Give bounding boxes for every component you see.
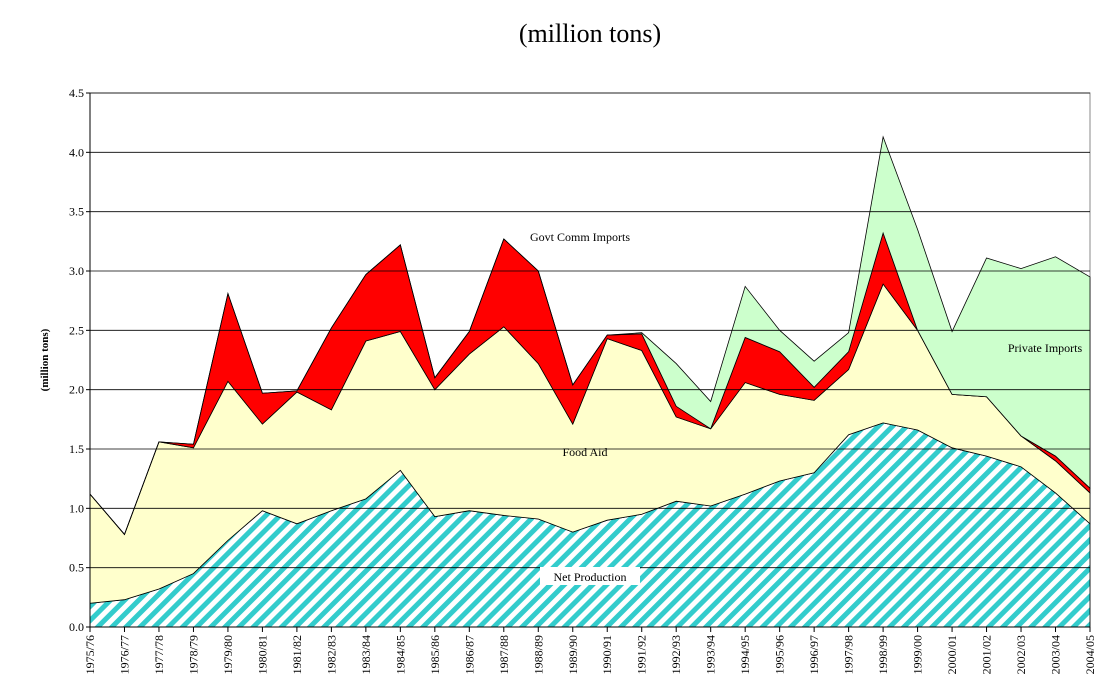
y-tick-label: 2.0: [69, 383, 84, 397]
x-tick-label: 1999/00: [911, 635, 925, 674]
x-tick-label: 1994/95: [738, 635, 752, 674]
x-tick-label: 1977/78: [152, 635, 166, 674]
x-tick-label: 1975/76: [83, 635, 97, 674]
area: [89, 135, 1091, 536]
y-tick-label: 1.5: [69, 442, 84, 456]
y-tick-label: 4.5: [69, 86, 84, 100]
y-tick-label: 4.0: [69, 145, 84, 159]
x-tick-label: 1993/94: [704, 635, 718, 674]
x-tick-label: 1987/88: [497, 635, 511, 674]
x-tick-label: 1988/89: [531, 635, 545, 674]
x-tick-label: 1983/84: [359, 635, 373, 674]
y-tick-label: 3.5: [69, 205, 84, 219]
x-tick-label: 1998/99: [876, 635, 890, 674]
x-tick-label: 1976/77: [117, 635, 131, 674]
y-tick-label: 0.5: [69, 561, 84, 575]
x-tick-label: 1984/85: [393, 635, 407, 674]
x-tick-label: 2003/04: [1049, 635, 1063, 674]
series-label: Food Aid: [562, 445, 607, 459]
x-tick-label: 1986/87: [462, 635, 476, 674]
x-tick-label: 1990/91: [600, 635, 614, 674]
x-tick-label: 1978/79: [186, 635, 200, 674]
series-label: Private Imports: [1008, 341, 1083, 355]
x-tick-label: 1995/96: [773, 635, 787, 674]
x-tick-label: 1980/81: [255, 635, 269, 674]
x-tick-label: 1982/83: [324, 635, 338, 674]
series-label: Govt Comm Imports: [530, 230, 630, 244]
y-axis-label: (million tons): [39, 328, 51, 391]
x-tick-label: 2000/01: [945, 635, 959, 674]
x-tick-label: 1991/92: [635, 635, 649, 674]
x-tick-label: 2001/02: [980, 635, 994, 674]
x-tick-label: 2004/05: [1083, 635, 1097, 674]
x-tick-label: 1997/98: [842, 635, 856, 674]
x-tick-label: 1985/86: [428, 635, 442, 674]
x-tick-label: 1981/82: [290, 635, 304, 674]
chart-title: (million tons): [519, 19, 661, 48]
y-tick-label: 0.0: [69, 620, 84, 634]
y-tick-label: 2.5: [69, 323, 84, 337]
x-tick-label: 2002/03: [1014, 635, 1028, 674]
x-tick-label: 1979/80: [221, 635, 235, 674]
y-tick-label: 3.0: [69, 264, 84, 278]
label-box: [540, 567, 640, 585]
y-tick-label: 1.0: [69, 501, 84, 515]
series-label: Net Production: [554, 570, 627, 584]
x-tick-label: 1989/90: [566, 635, 580, 674]
x-tick-label: 1996/97: [807, 635, 821, 674]
x-tick-label: 1992/93: [669, 635, 683, 674]
